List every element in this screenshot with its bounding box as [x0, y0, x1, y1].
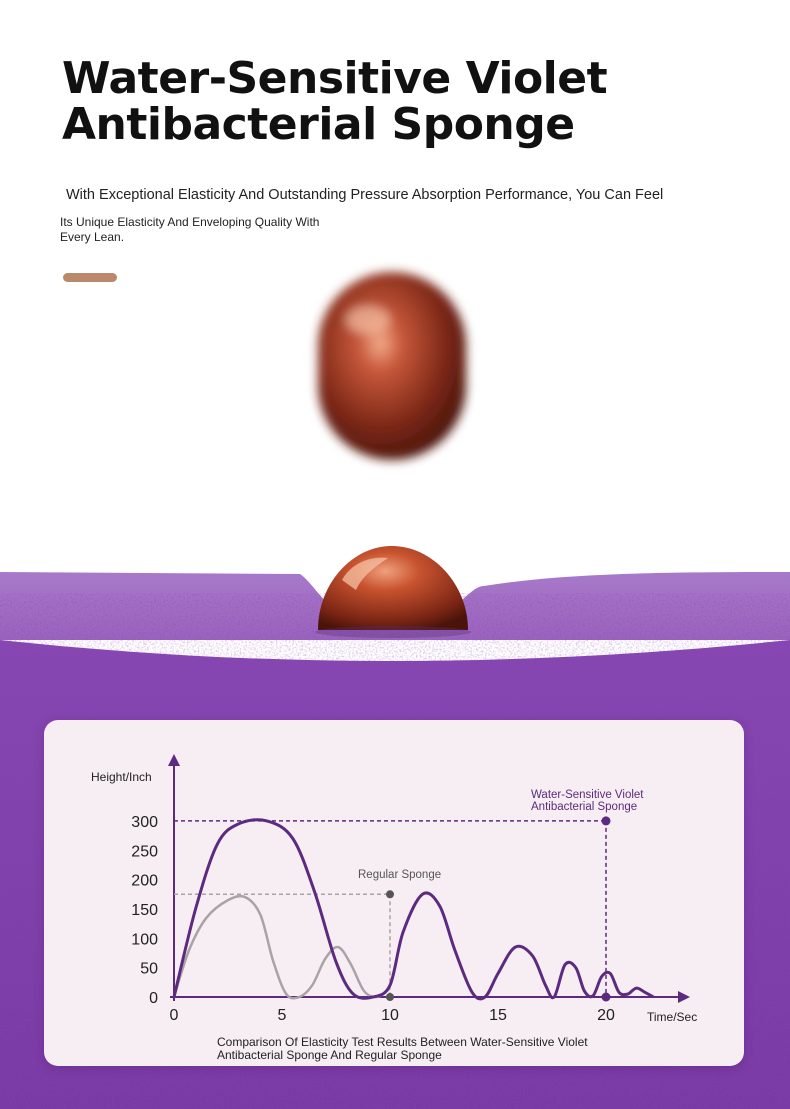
x-axis-label: Time/Sec	[647, 1010, 697, 1024]
y-axis-label: Height/Inch	[91, 770, 152, 784]
x-axis-arrow	[678, 991, 690, 1003]
y-tick-label: 200	[131, 873, 158, 890]
y-tick-label: 50	[140, 961, 158, 978]
title-line-1: Water-Sensitive Violet	[62, 53, 608, 104]
accent-bar	[63, 273, 117, 282]
y-tick-label: 0	[149, 990, 158, 1007]
x-tick-label: 5	[278, 1007, 287, 1024]
regular-sponge-line	[172, 894, 391, 1000]
x-tick-label: 15	[489, 1007, 507, 1024]
x-tick-label: 10	[381, 1007, 399, 1024]
y-axis-arrow	[168, 754, 180, 766]
chart-panel: Height/Inch Time/Sec Water-Sensitive Vio…	[44, 720, 744, 1066]
y-tick-label: 100	[131, 931, 158, 948]
legend-violet-line-1: Water-Sensitive Violet	[531, 789, 644, 801]
y-tick-label: 250	[131, 843, 158, 860]
legend-regular: Regular Sponge	[358, 869, 441, 881]
chart-caption: Comparison Of Elasticity Test Results Be…	[217, 1035, 588, 1062]
legend-violet-line-2: Antibacterial Sponge	[531, 801, 637, 813]
description: Its Unique Elasticity And Enveloping Qua…	[60, 215, 320, 244]
y-tick-label: 300	[131, 814, 158, 831]
violet-peak-marker	[601, 816, 611, 826]
page-title: Water-Sensitive Violet Antibacterial Spo…	[62, 53, 608, 150]
title-line-2: Antibacterial Sponge	[62, 99, 575, 150]
regular-end-marker	[386, 993, 394, 1001]
violet-sponge-line	[172, 818, 655, 1001]
x-tick-label: 0	[170, 1007, 179, 1024]
elasticity-chart: Height/Inch Time/Sec Water-Sensitive Vio…	[91, 754, 697, 1024]
y-tick-label: 150	[131, 902, 158, 919]
x-tick-label: 20	[597, 1007, 615, 1024]
subtitle: With Exceptional Elasticity And Outstand…	[66, 187, 664, 203]
regular-peak-marker	[386, 890, 394, 899]
violet-end-marker	[601, 992, 611, 1002]
